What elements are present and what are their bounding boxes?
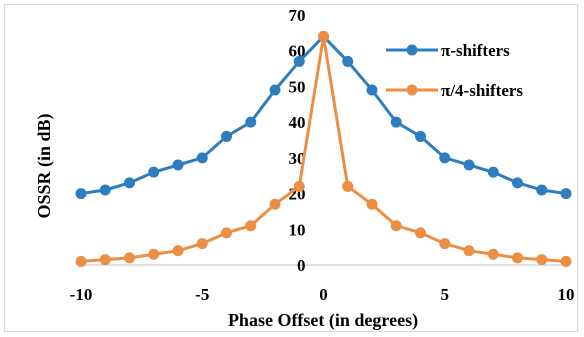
- legend: π-shifters π/4-shifters: [386, 41, 523, 100]
- x-tick-label: -5: [195, 285, 209, 304]
- y-tick-label: 30: [289, 149, 306, 168]
- data-point: [245, 220, 257, 232]
- data-point: [99, 254, 111, 266]
- x-tick-label: 10: [558, 285, 575, 304]
- data-point: [172, 245, 184, 257]
- data-point: [196, 238, 208, 250]
- x-tick-labels: -10 -5 0 5 10: [70, 285, 575, 304]
- data-point: [560, 255, 572, 267]
- data-point: [439, 152, 451, 164]
- y-tick-label: 50: [289, 77, 306, 96]
- data-point: [512, 252, 523, 264]
- data-point: [439, 238, 451, 250]
- data-point: [342, 180, 354, 192]
- legend-label: π-shifters: [441, 41, 510, 60]
- data-point: [269, 198, 281, 210]
- legend-label: π/4-shifters: [441, 81, 523, 100]
- y-axis-label: OSSR (in dB): [34, 113, 55, 218]
- data-point: [269, 84, 281, 96]
- y-tick-label: 70: [289, 6, 306, 25]
- data-point: [390, 116, 402, 128]
- data-point: [487, 166, 499, 178]
- x-tick-label: 5: [441, 285, 450, 304]
- legend-swatch-marker: [406, 44, 418, 56]
- data-point: [293, 180, 305, 192]
- data-point: [342, 55, 354, 67]
- data-point: [124, 177, 135, 189]
- x-tick-label: -10: [70, 285, 93, 304]
- data-point: [245, 116, 257, 128]
- data-point: [221, 130, 232, 142]
- series-line: [80, 34, 567, 263]
- x-axis-label: Phase Offset (in degrees): [228, 310, 418, 331]
- data-point: [196, 152, 208, 164]
- data-point: [463, 159, 475, 171]
- data-point: [536, 184, 548, 196]
- data-point: [221, 227, 232, 239]
- data-point: [366, 84, 378, 96]
- y-tick-label: 40: [289, 113, 306, 132]
- data-point: [415, 227, 426, 239]
- data-point: [463, 245, 475, 257]
- data-point: [415, 130, 426, 142]
- x-tick-label: 0: [319, 285, 328, 304]
- data-point: [172, 159, 184, 171]
- data-point: [390, 220, 402, 232]
- data-point: [487, 248, 499, 260]
- data-point: [148, 248, 160, 260]
- legend-item-2: π/4-shifters: [386, 81, 523, 100]
- series-group: [75, 30, 572, 267]
- data-point: [124, 252, 135, 264]
- legend-swatch-marker: [406, 84, 418, 96]
- series-2: [75, 30, 572, 267]
- data-point: [148, 166, 160, 178]
- data-point: [560, 188, 572, 200]
- y-tick-label: 60: [289, 42, 306, 61]
- legend-item-1: π-shifters: [386, 41, 510, 60]
- data-point: [318, 30, 329, 42]
- data-point: [293, 55, 305, 67]
- data-point: [75, 255, 87, 267]
- y-tick-label: 0: [297, 256, 306, 275]
- data-point: [512, 177, 523, 189]
- data-point: [536, 254, 548, 266]
- data-point: [366, 198, 378, 210]
- data-point: [75, 188, 87, 200]
- data-point: [99, 184, 111, 196]
- y-tick-label: 10: [289, 220, 306, 239]
